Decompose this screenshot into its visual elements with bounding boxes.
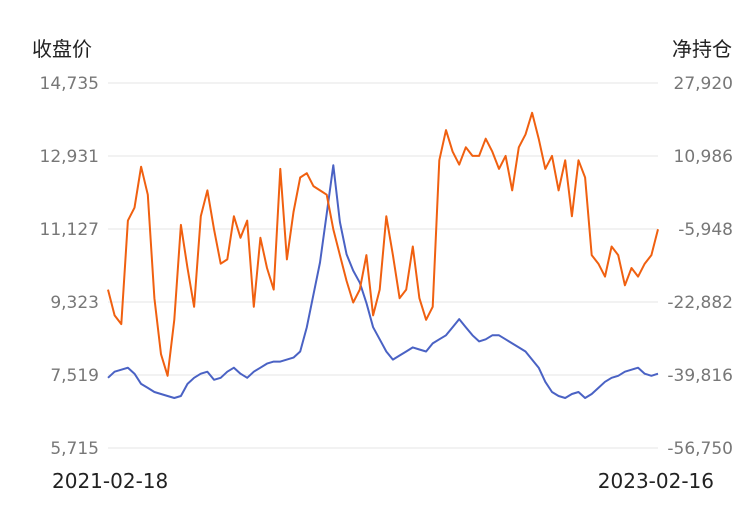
- right-tick-label: 10,986: [674, 147, 733, 167]
- left-tick-label: 14,735: [40, 74, 99, 94]
- right-axis-title: 净持仓: [672, 37, 732, 61]
- left-tick-label: 12,931: [40, 147, 99, 167]
- right-tick-label: -5,948: [678, 220, 733, 240]
- left-axis-title: 收盘价: [32, 37, 92, 61]
- x-start-date-label: 2021-02-18: [52, 469, 168, 493]
- close-price-line: [107, 164, 659, 399]
- right-tick-label: -22,882: [667, 293, 733, 313]
- left-tick-label: 7,519: [50, 366, 99, 386]
- net-position-line: [107, 111, 659, 377]
- axis-tick-labels: 14,735 27,920 12,931 10,986 11,127 -5,948 9,32…: [40, 74, 733, 459]
- left-tick-label: 5,715: [50, 439, 99, 459]
- right-tick-label: -56,750: [667, 439, 733, 459]
- left-tick-label: 11,127: [40, 220, 99, 240]
- x-end-date-label: 2023-02-16: [598, 469, 714, 493]
- series-lines: [107, 111, 659, 399]
- left-tick-label: 9,323: [50, 293, 99, 313]
- right-tick-label: 27,920: [674, 74, 733, 94]
- right-tick-label: -39,816: [667, 366, 733, 386]
